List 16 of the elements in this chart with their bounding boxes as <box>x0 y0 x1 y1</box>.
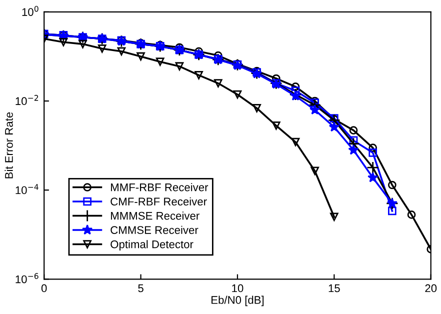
y-tick-label: 10$^{−2}$ <box>16 94 38 106</box>
legend-label: MMF-RBF Receiver <box>111 183 208 192</box>
legend-label: CMMSE Receiver <box>110 226 198 234</box>
legend-label: MMMSE Receiver <box>111 212 200 220</box>
x-tick-label: 10 <box>232 284 244 292</box>
y-axis-title: Bit Error Rate <box>4 112 13 178</box>
x-axis-title: Eb/N0 [dB] <box>212 296 264 306</box>
y-tick-label: 10$^{−4}$ <box>16 184 38 194</box>
legend-label: CMF-RBF Receiver <box>110 197 207 206</box>
x-tick-label: 20 <box>425 284 437 292</box>
x-tick-label: 5 <box>138 284 144 292</box>
y-tick-label: 10$^{−6}$ <box>16 273 38 284</box>
x-tick-label: 15 <box>328 284 340 292</box>
x-tick-label: 0 <box>41 284 47 292</box>
legend-label: Optimal Detector <box>110 240 194 250</box>
y-tick-label: 10$^{0}$ <box>22 6 38 16</box>
